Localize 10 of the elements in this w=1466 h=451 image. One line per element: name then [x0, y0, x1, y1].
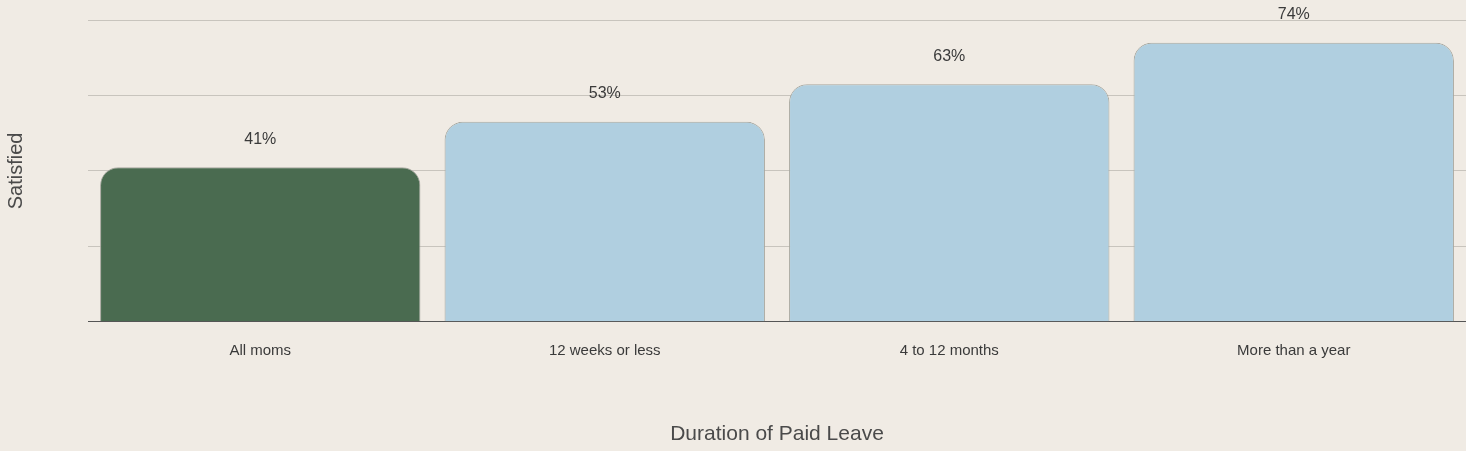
- x-tick-label: All moms: [229, 340, 292, 358]
- data-label: 53%: [588, 84, 621, 102]
- x-tick-label: 4 to 12 months: [899, 340, 999, 358]
- y-axis-title: Satisfied: [3, 132, 26, 210]
- data-label: 63%: [933, 46, 966, 64]
- data-label: 74%: [1277, 5, 1310, 23]
- data-label: 41%: [244, 129, 277, 147]
- x-tick-label: 12 weeks or less: [548, 340, 661, 358]
- x-tick-label: More than a year: [1237, 340, 1351, 358]
- x-axis-title: Duration of Paid Leave: [670, 421, 884, 445]
